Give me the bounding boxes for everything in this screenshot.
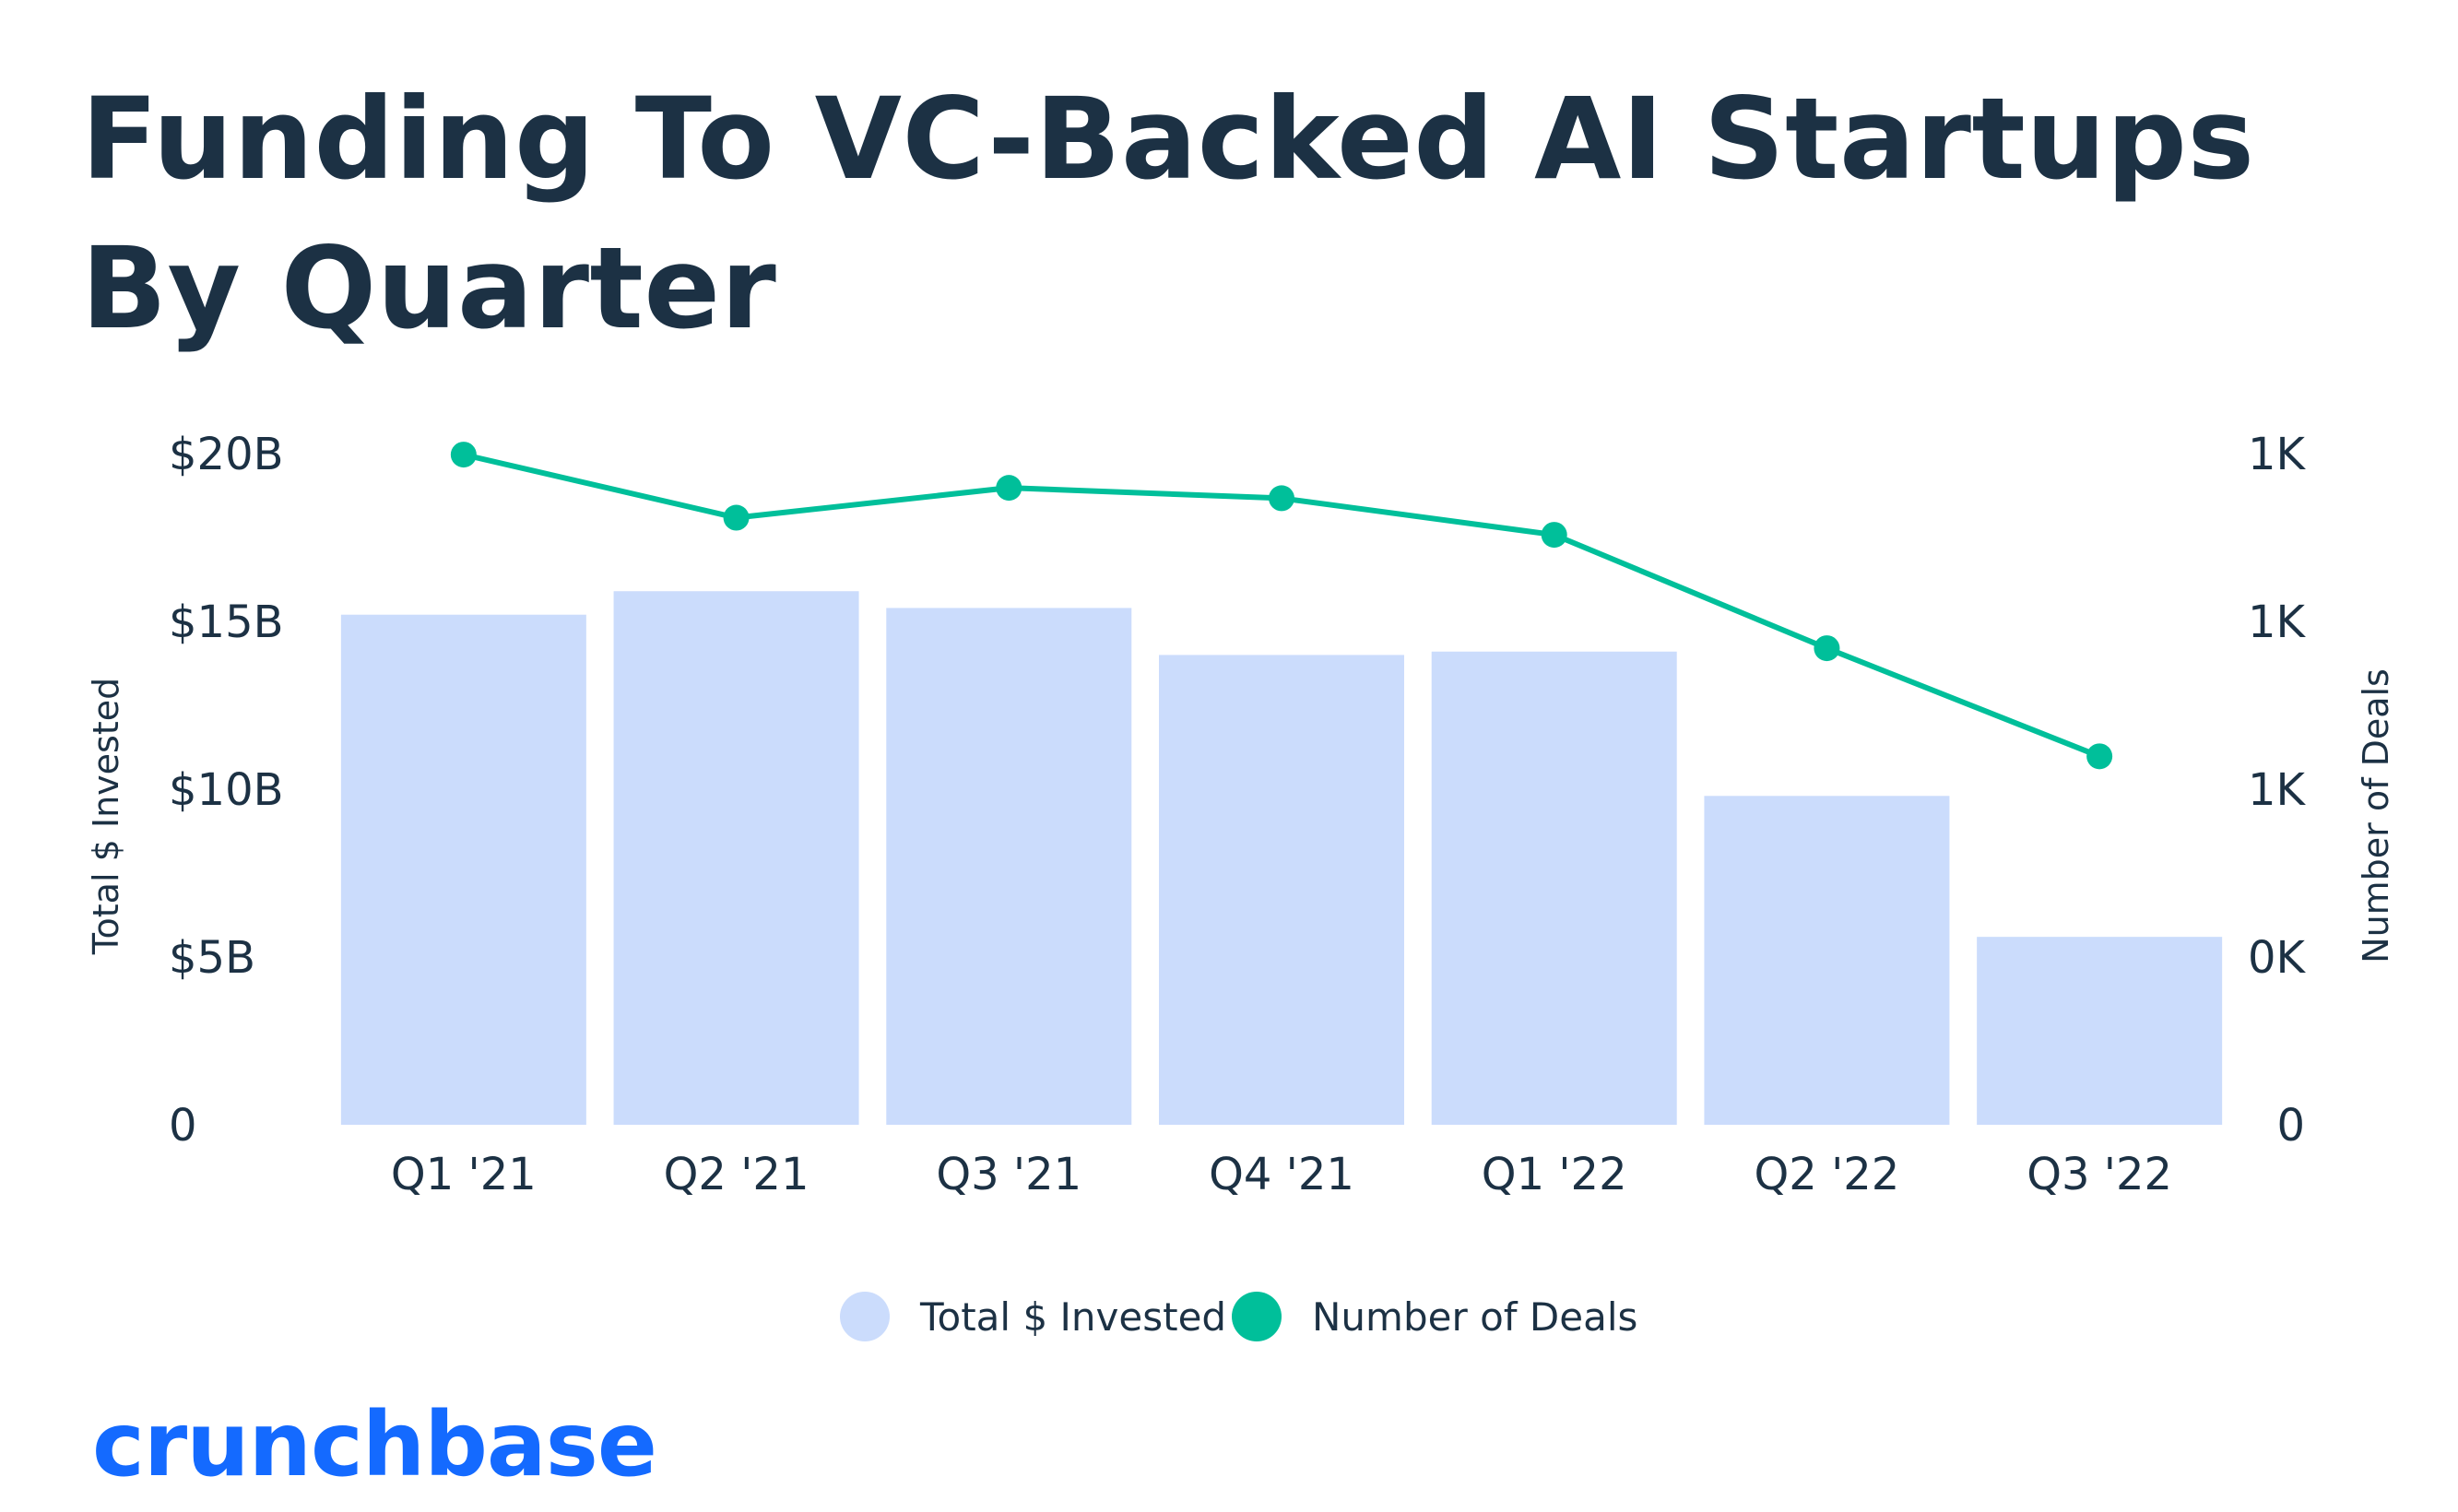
chart-title: Funding To VC-Backed AI Startups By Quar…	[81, 74, 2255, 354]
deals-point-q2-21	[723, 504, 750, 531]
left-tick-label: $20B	[169, 429, 284, 480]
bar-q2-22	[1704, 796, 1950, 1125]
left-tick-label: $15B	[169, 597, 284, 648]
left-axis-ticks: 0 $5B $10B $15B $20B	[169, 429, 284, 1152]
left-axis-title: Total $ Invested	[86, 678, 126, 955]
right-tick-label: 0K	[2248, 932, 2307, 984]
deals-point-q1-22	[1541, 522, 1567, 549]
deals-point-q1-21	[450, 442, 477, 468]
bar-q1-21	[340, 614, 586, 1125]
x-tick-label: Q2 '22	[1754, 1149, 1899, 1200]
legend-label-total-invested: Total $ Invested	[919, 1294, 1226, 1340]
x-tick-label: Q3 '22	[2027, 1149, 2172, 1200]
legend-swatch-total-invested	[840, 1292, 890, 1341]
left-tick-label: $5B	[169, 932, 255, 984]
x-axis-ticks: Q1 '21 Q2 '21 Q3 '21 Q4 '21 Q1 '22 Q2 '22 Q3 '…	[391, 1149, 2172, 1200]
right-tick-label: 1K	[2248, 429, 2307, 480]
x-tick-label: Q4 '21	[1209, 1149, 1354, 1200]
deals-point-q4-21	[1269, 485, 1294, 512]
right-axis-title: Number of Deals	[2356, 668, 2396, 963]
legend-swatch-number-of-deals	[1232, 1292, 1282, 1341]
deals-point-q2-22	[1814, 635, 1840, 662]
x-tick-label: Q2 '21	[664, 1149, 809, 1200]
bar-q3-21	[886, 608, 1132, 1125]
bar-q1-22	[1431, 651, 1677, 1125]
left-tick-label: 0	[169, 1100, 197, 1152]
legend-label-number-of-deals: Number of Deals	[1312, 1294, 1637, 1340]
bar-series-total-invested	[340, 591, 2223, 1125]
deals-point-q3-22	[2086, 743, 2113, 770]
x-tick-label: Q1 '21	[391, 1149, 537, 1200]
crunchbase-logo: crunchbase	[92, 1393, 657, 1496]
left-tick-label: $10B	[169, 764, 284, 816]
bar-q4-21	[1159, 655, 1404, 1125]
deals-point-q3-21	[996, 475, 1022, 502]
line-series-number-of-deals	[450, 442, 2113, 770]
x-tick-label: Q3 '21	[936, 1149, 1081, 1200]
bar-q3-22	[1977, 937, 2223, 1125]
right-tick-label: 0	[2276, 1100, 2305, 1152]
x-tick-label: Q1 '22	[1482, 1149, 1627, 1200]
right-tick-label: 1K	[2248, 597, 2307, 648]
right-tick-label: 1K	[2248, 764, 2307, 816]
bar-q2-21	[613, 591, 859, 1125]
right-axis-ticks: 0 0K 1K 1K 1K	[2248, 429, 2307, 1152]
legend: Total $ Invested Number of Deals	[840, 1292, 1637, 1341]
